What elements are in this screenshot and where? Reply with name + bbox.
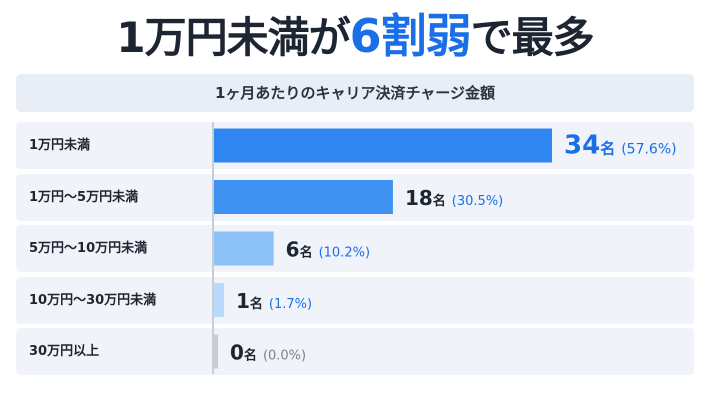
table-row: 30万円以上 bbox=[16, 328, 694, 375]
data-label: 34名 (57.6%) bbox=[564, 131, 677, 161]
chart-title: 1ヶ月あたりのキャリア決済チャージ金額 bbox=[16, 74, 694, 112]
category-label: 10万円〜30万円未満 bbox=[29, 292, 157, 308]
headline-prefix: 1万円未満が bbox=[116, 13, 350, 62]
category-axis-line bbox=[212, 122, 214, 374]
table-row: 5万円〜10万円未満 bbox=[16, 225, 694, 272]
bar bbox=[214, 283, 224, 317]
category-label: 1万円未満 bbox=[29, 138, 91, 153]
data-label: 0名 (0.0%) bbox=[230, 341, 306, 365]
category-label: 30万円以上 bbox=[29, 344, 100, 359]
data-label: 18名 (30.5%) bbox=[405, 186, 503, 210]
category-label: 1万円〜5万円未満 bbox=[29, 189, 139, 205]
data-label: 1名 (1.7%) bbox=[236, 289, 312, 313]
headline-suffix: で最多 bbox=[470, 13, 595, 62]
bar bbox=[214, 334, 218, 369]
data-label: 6名 (10.2%) bbox=[286, 238, 370, 262]
headline-highlight: 6割弱 bbox=[349, 9, 472, 63]
category-label: 5万円〜10万円未満 bbox=[29, 241, 148, 256]
bar bbox=[214, 231, 274, 266]
table-row: 10万円〜30万円未満 bbox=[16, 276, 694, 324]
headline: 1万円未満が6割弱で最多 bbox=[0, 6, 710, 66]
bar bbox=[214, 180, 393, 214]
bar bbox=[214, 128, 552, 163]
